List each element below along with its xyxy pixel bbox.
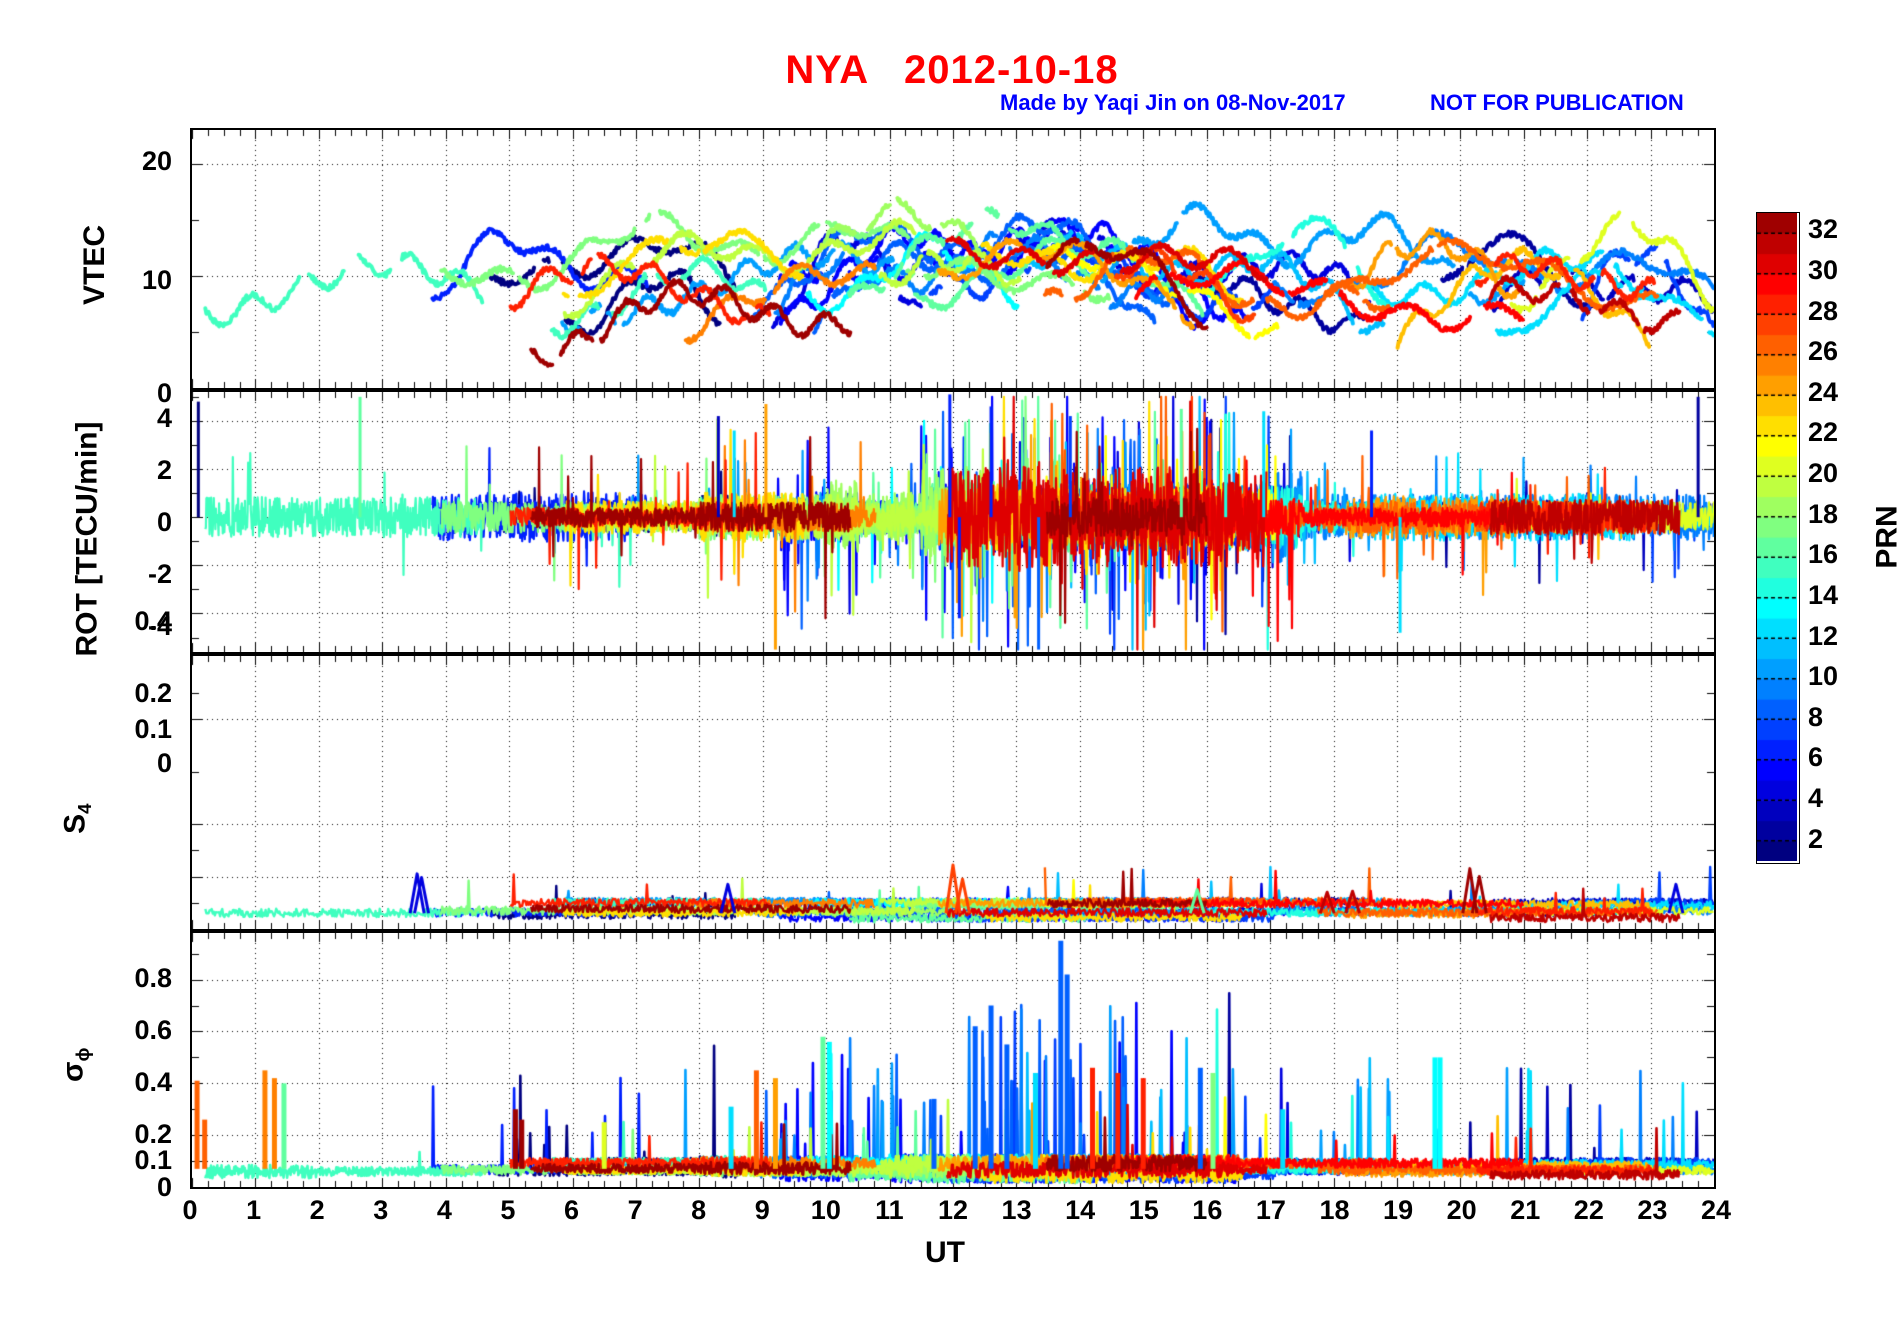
panel-s4-ylabel-main: S: [58, 813, 92, 834]
panel-s4-ylabel: S4: [58, 804, 96, 834]
colorbar-tick-28: 28: [1808, 295, 1839, 326]
panel-sigmaphi-ytick-0: 0: [156, 1172, 172, 1202]
panel-sigmaphi-ylabel-main: σ: [56, 1061, 90, 1082]
panel-rot-ytick-neg2: -2: [147, 559, 172, 589]
panel-rot-ytick-4: 4: [156, 403, 172, 433]
colorbar-tick-12: 12: [1808, 620, 1839, 651]
panel-sigmaphi-ytick-01: 0.1: [134, 1145, 172, 1175]
x-tick-18: 18: [1319, 1195, 1350, 1225]
panel-rot: [190, 390, 1716, 654]
x-tick-1: 1: [246, 1195, 262, 1225]
x-tick-22: 22: [1573, 1195, 1604, 1225]
panel-vtec: [190, 128, 1716, 390]
x-tick-5: 5: [500, 1195, 516, 1225]
colorbar-tick-4: 4: [1808, 783, 1824, 814]
panel-sigmaphi: [190, 931, 1716, 1189]
panel-s4-ylabel-sub: 4: [73, 803, 95, 814]
panel-s4-ytick-01: 0.1: [134, 714, 172, 744]
x-tick-2: 2: [309, 1195, 325, 1225]
x-tick-20: 20: [1446, 1195, 1477, 1225]
panel-sigmaphi-ytick-08: 0.8: [134, 963, 172, 993]
panel-sigmaphi-ylabel-sub: ϕ: [71, 1047, 93, 1062]
panel-vtec-ytick-0: 0: [156, 378, 172, 408]
x-tick-8: 8: [691, 1195, 707, 1225]
panel-s4-ytick-04: 0.4: [134, 606, 172, 636]
panel-sigmaphi-ytick-04: 0.4: [134, 1067, 172, 1097]
x-tick-9: 9: [754, 1195, 770, 1225]
colorbar-tick-2: 2: [1808, 823, 1824, 854]
panel-s4-ytick-0: 0: [156, 748, 172, 778]
x-tick-21: 21: [1510, 1195, 1541, 1225]
x-tick-15: 15: [1128, 1195, 1159, 1225]
panel-rot-ytick-0: 0: [156, 507, 172, 537]
panel-rot-ytick-2: 2: [156, 455, 172, 485]
x-tick-11: 11: [875, 1195, 904, 1225]
colorbar-tick-24: 24: [1808, 376, 1839, 407]
x-tick-12: 12: [937, 1195, 969, 1225]
colorbar-tick-10: 10: [1808, 661, 1839, 692]
x-tick-24: 24: [1700, 1195, 1732, 1225]
x-tick-13: 13: [1001, 1195, 1032, 1225]
x-tick-7: 7: [627, 1195, 643, 1225]
colorbar-tick-6: 6: [1808, 742, 1824, 773]
x-tick-16: 16: [1192, 1195, 1223, 1225]
colorbar-tick-32: 32: [1808, 214, 1839, 245]
panel-s4: [190, 654, 1716, 931]
figure-title: NYA 2012-10-18: [785, 48, 1119, 92]
panel-vtec-ytick-20: 20: [141, 146, 172, 176]
colorbar-tick-18: 18: [1808, 498, 1839, 529]
credit-text: Made by Yaqi Jin on 08-Nov-2017: [1000, 90, 1346, 115]
colorbar-tick-22: 22: [1808, 417, 1839, 448]
x-tick-23: 23: [1637, 1195, 1668, 1225]
watermark-text: NOT FOR PUBLICATION: [1430, 90, 1684, 115]
colorbar-tick-8: 8: [1808, 701, 1824, 732]
x-tick-4: 4: [436, 1195, 452, 1225]
panel-sigmaphi-ytick-06: 0.6: [134, 1015, 172, 1045]
panel-s4-ytick-02: 0.2: [134, 678, 172, 708]
x-tick-14: 14: [1065, 1195, 1096, 1225]
colorbar: [1756, 212, 1800, 864]
x-tick-3: 3: [373, 1195, 389, 1225]
colorbar-label: PRN: [1870, 505, 1904, 569]
colorbar-tick-14: 14: [1808, 579, 1839, 610]
x-tick-6: 6: [563, 1195, 580, 1225]
panel-rot-ytick-neg4: -4: [147, 611, 172, 641]
x-tick-19: 19: [1383, 1195, 1414, 1225]
panel-vtec-ylabel: VTEC: [78, 224, 112, 306]
colorbar-tick-16: 16: [1808, 539, 1839, 570]
panel-vtec-ytick-10: 10: [141, 265, 172, 295]
x-tick-0: 0: [182, 1195, 198, 1225]
x-tick-17: 17: [1255, 1195, 1286, 1225]
colorbar-tick-26: 26: [1808, 336, 1839, 367]
colorbar-tick-20: 20: [1808, 458, 1839, 489]
colorbar-tick-30: 30: [1808, 254, 1839, 285]
x-axis-label: UT: [925, 1236, 965, 1269]
x-tick-10: 10: [810, 1195, 841, 1225]
panel-sigmaphi-ytick-02: 0.2: [134, 1119, 172, 1149]
